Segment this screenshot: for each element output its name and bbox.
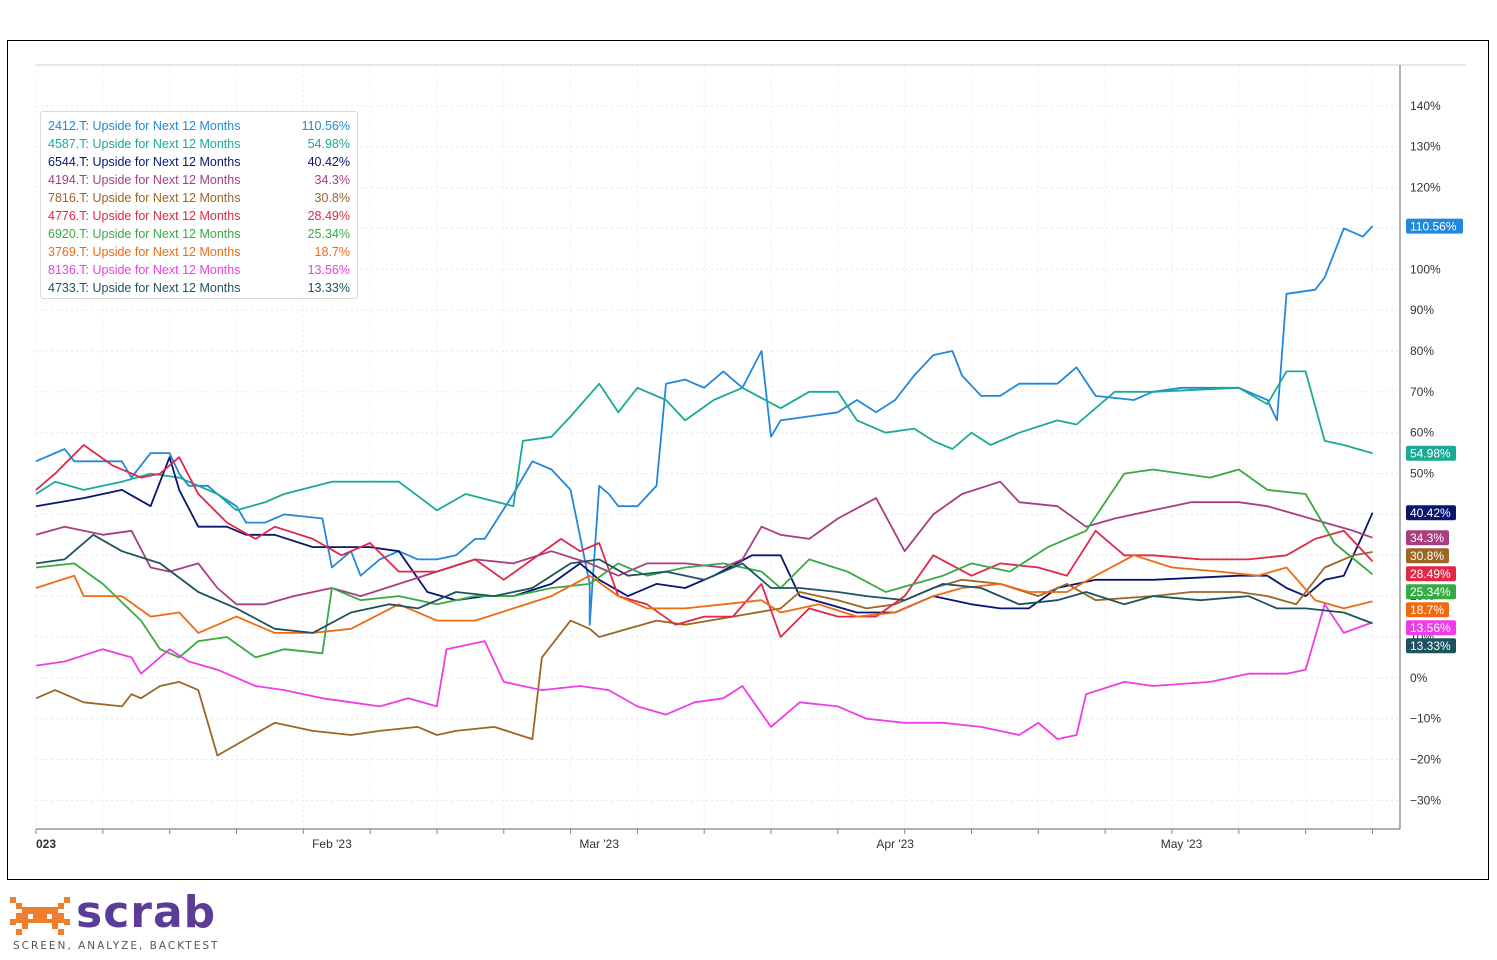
legend: 2412.T: Upside for Next 12 Months 110.56%…: [40, 111, 358, 299]
value-badge-label: 40.42%: [1410, 506, 1451, 520]
legend-series-value: 34.3%: [314, 173, 350, 187]
legend-item[interactable]: 8136.T: Upside for Next 12 Months 13.56%: [48, 261, 350, 279]
x-tick-label: May '23: [1161, 837, 1203, 851]
value-badge: 40.42%: [1406, 505, 1456, 521]
series-line-0: [35, 225, 1374, 626]
y-tick-label: 0%: [1410, 671, 1428, 685]
legend-series-name: 4587.T: Upside for Next 12 Months: [48, 137, 241, 151]
series-line-8: [35, 603, 1373, 740]
legend-series-name: 4194.T: Upside for Next 12 Months: [48, 173, 241, 187]
y-tick-label: 60%: [1410, 426, 1434, 440]
value-badge-label: 13.33%: [1410, 639, 1451, 653]
series-line-6: [35, 468, 1374, 659]
x-tick-label: Apr '23: [876, 837, 914, 851]
legend-series-value: 110.56%: [301, 119, 350, 133]
value-badge: 25.34%: [1406, 584, 1456, 600]
y-tick-label: 140%: [1410, 99, 1441, 113]
value-badge-bg: [1406, 548, 1449, 564]
legend-item[interactable]: 6920.T: Upside for Next 12 Months 25.34%: [48, 225, 350, 243]
value-badge-bg: [1406, 505, 1456, 521]
value-badge-label: 13.56%: [1410, 621, 1451, 635]
value-badge: 28.49%: [1406, 566, 1456, 582]
y-tick-label: −10%: [1410, 712, 1441, 726]
y-tick-label: −20%: [1410, 753, 1441, 767]
series-line-5: [35, 444, 1374, 638]
line-chart: 140%130%120%110%100%90%80%70%60%50%40%30…: [35, 64, 1466, 851]
value-badge: 54.98%: [1406, 445, 1456, 461]
legend-item[interactable]: 3769.T: Upside for Next 12 Months 18.7%: [48, 243, 350, 261]
legend-item[interactable]: 4194.T: Upside for Next 12 Months 34.3%: [48, 171, 350, 189]
value-badge: 110.56%: [1406, 218, 1463, 234]
value-badge-bg: [1406, 638, 1456, 654]
x-tick-label: 023: [36, 837, 56, 851]
series-line-7: [35, 554, 1373, 634]
legend-item[interactable]: 4733.T: Upside for Next 12 Months 13.33%: [48, 279, 350, 297]
value-badge-bg: [1406, 530, 1449, 546]
x-tick-label: Mar '23: [579, 837, 619, 851]
legend-series-value: 25.34%: [307, 227, 350, 241]
legend-series-name: 4776.T: Upside for Next 12 Months: [48, 209, 241, 223]
legend-series-name: 2412.T: Upside for Next 12 Months: [48, 119, 241, 133]
chart-frame: 140%130%120%110%100%90%80%70%60%50%40%30…: [7, 40, 1489, 880]
y-tick-label: 70%: [1410, 385, 1434, 399]
value-badge-bg: [1406, 584, 1456, 600]
legend-item[interactable]: 4587.T: Upside for Next 12 Months 54.98%: [48, 135, 350, 153]
legend-item[interactable]: 4776.T: Upside for Next 12 Months 28.49%: [48, 207, 350, 225]
series-lines: [35, 225, 1374, 757]
value-badges: 110.56% 54.98% 40.42% 34.3% 30.8% 28.49% 25.34…: [1406, 218, 1463, 654]
value-badge-label: 54.98%: [1410, 447, 1451, 461]
legend-series-value: 18.7%: [314, 245, 350, 259]
series-line-9: [35, 533, 1373, 634]
y-tick-label: −30%: [1410, 793, 1441, 807]
value-badge-bg: [1406, 445, 1456, 461]
value-badge-bg: [1406, 566, 1456, 582]
y-tick-label: 50%: [1410, 467, 1434, 481]
legend-item[interactable]: 2412.T: Upside for Next 12 Months 110.56%: [48, 117, 350, 135]
value-badge: 13.56%: [1406, 620, 1456, 636]
value-badge-bg: [1406, 218, 1463, 234]
value-badge-label: 110.56%: [1410, 220, 1457, 234]
series-line-4: [35, 551, 1373, 757]
value-badge-bg: [1406, 620, 1456, 636]
legend-series-value: 40.42%: [307, 155, 350, 169]
series-line-1: [35, 370, 1373, 512]
legend-series-value: 13.56%: [307, 263, 350, 277]
y-tick-label: 120%: [1410, 181, 1441, 195]
legend-series-name: 3769.T: Upside for Next 12 Months: [48, 245, 241, 259]
legend-item[interactable]: 6544.T: Upside for Next 12 Months 40.42%: [48, 153, 350, 171]
value-badge-label: 34.3%: [1410, 531, 1444, 545]
y-tick-label: 90%: [1410, 303, 1434, 317]
legend-series-name: 4733.T: Upside for Next 12 Months: [48, 281, 241, 295]
legend-item[interactable]: 7816.T: Upside for Next 12 Months 30.8%: [48, 189, 350, 207]
y-tick-label: 130%: [1410, 140, 1441, 154]
legend-series-name: 7816.T: Upside for Next 12 Months: [48, 191, 241, 205]
grid: [35, 65, 1400, 829]
value-badge: 30.8%: [1406, 548, 1449, 564]
logo-wordmark: scrab: [76, 887, 217, 938]
series-line-3: [35, 480, 1373, 606]
scrab-logo: scrab SCREEN, ANALYZE, BACKTEST: [8, 887, 248, 957]
x-tick-label: Feb '23: [312, 837, 352, 851]
legend-series-value: 54.98%: [307, 137, 350, 151]
value-badge: 13.33%: [1406, 638, 1456, 654]
legend-series-value: 30.8%: [314, 191, 350, 205]
y-tick-label: 80%: [1410, 344, 1434, 358]
value-badge: 18.7%: [1406, 602, 1449, 618]
y-tick-label: 100%: [1410, 262, 1441, 276]
value-badge-label: 28.49%: [1410, 567, 1451, 581]
value-badge-label: 25.34%: [1410, 585, 1451, 599]
value-badge-bg: [1406, 602, 1449, 618]
legend-series-name: 6544.T: Upside for Next 12 Months: [48, 155, 241, 169]
legend-series-name: 8136.T: Upside for Next 12 Months: [48, 263, 241, 277]
value-badge-label: 18.7%: [1410, 603, 1444, 617]
value-badge-label: 30.8%: [1410, 549, 1444, 563]
legend-series-value: 13.33%: [307, 281, 350, 295]
crab-icon: [10, 897, 70, 935]
series-line-2: [35, 456, 1374, 614]
legend-series-name: 6920.T: Upside for Next 12 Months: [48, 227, 241, 241]
value-badge: 34.3%: [1406, 530, 1449, 546]
legend-series-value: 28.49%: [307, 209, 350, 223]
logo-tagline: SCREEN, ANALYZE, BACKTEST: [13, 940, 220, 952]
